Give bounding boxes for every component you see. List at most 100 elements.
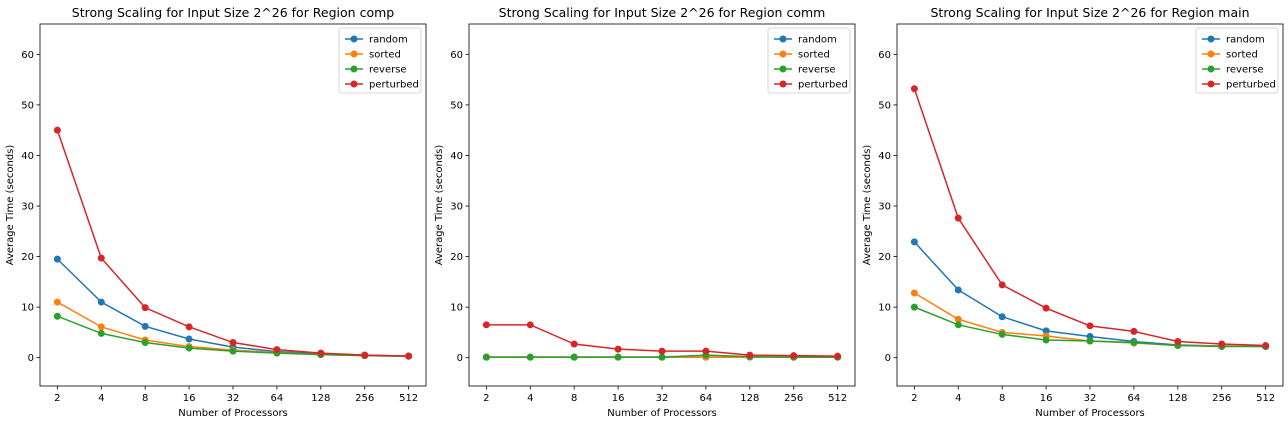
x-tick-label: 256 — [1212, 393, 1231, 404]
data-point-reverse — [614, 353, 622, 361]
legend-marker-perturbed — [779, 80, 787, 88]
y-tick-label: 60 — [21, 50, 34, 61]
legend-marker-reverse — [1207, 65, 1215, 73]
legend-label-sorted: sorted — [369, 50, 401, 61]
legend-label-reverse: reverse — [1226, 65, 1264, 76]
data-point-sorted — [954, 315, 962, 323]
data-point-perturbed — [526, 321, 534, 329]
legend-label-random: random — [798, 35, 837, 46]
data-point-random — [998, 313, 1006, 321]
chart-title: Strong Scaling for Input Size 2^26 for R… — [72, 5, 394, 20]
legend-label-sorted: sorted — [798, 50, 830, 61]
y-axis-label: Average Time (seconds) — [5, 145, 16, 266]
plot-frame — [896, 23, 1284, 387]
data-point-reverse — [97, 329, 105, 337]
data-point-perturbed — [570, 340, 578, 348]
data-point-perturbed — [954, 214, 962, 222]
y-tick-label: 20 — [21, 252, 34, 263]
legend-label-reverse: reverse — [369, 65, 407, 76]
legend-marker-sorted — [779, 50, 787, 58]
data-point-reverse — [482, 353, 490, 361]
data-point-perturbed — [53, 126, 61, 134]
data-point-perturbed — [746, 351, 754, 359]
series-line-random — [913, 241, 1266, 348]
x-tick-label: 128 — [740, 393, 759, 404]
data-point-perturbed — [1130, 327, 1138, 335]
chart-panel-2: Strong Scaling for Input Size 2^26 for R… — [434, 5, 856, 419]
data-point-perturbed — [141, 304, 149, 312]
y-tick-label: 20 — [878, 252, 891, 263]
data-point-reverse — [526, 353, 534, 361]
x-tick-label: 16 — [183, 393, 196, 404]
data-point-perturbed — [361, 351, 369, 359]
x-tick-label: 512 — [828, 393, 847, 404]
data-point-perturbed — [834, 352, 842, 360]
y-tick-label: 0 — [885, 353, 891, 364]
x-tick-label: 4 — [98, 393, 104, 404]
y-tick-label: 30 — [878, 202, 891, 213]
x-tick-label: 128 — [311, 393, 330, 404]
y-tick-label: 40 — [878, 151, 891, 162]
data-point-reverse — [910, 303, 918, 311]
y-tick-label: 10 — [878, 303, 891, 314]
y-tick-label: 50 — [21, 100, 34, 111]
x-tick-label: 8 — [142, 393, 148, 404]
legend-marker-random — [779, 35, 787, 43]
data-point-perturbed — [1042, 304, 1050, 312]
series-line-perturbed — [56, 129, 409, 357]
legend-marker-sorted — [350, 50, 358, 58]
data-point-sorted — [53, 298, 61, 306]
x-tick-label: 16 — [1040, 393, 1053, 404]
y-tick-label: 0 — [28, 353, 34, 364]
x-tick-label: 32 — [1084, 393, 1097, 404]
data-point-reverse — [1130, 339, 1138, 347]
data-point-perturbed — [1174, 338, 1182, 346]
data-point-perturbed — [273, 346, 281, 354]
legend-label-sorted: sorted — [1226, 50, 1258, 61]
data-point-random — [954, 286, 962, 294]
legend-marker-reverse — [779, 65, 787, 73]
x-tick-label: 64 — [1128, 393, 1141, 404]
data-point-random — [910, 238, 918, 246]
legend-marker-random — [350, 35, 358, 43]
chart-panel-1: Strong Scaling for Input Size 2^26 for R… — [5, 5, 427, 419]
x-tick-label: 256 — [784, 393, 803, 404]
y-tick-label: 50 — [450, 100, 463, 111]
legend-box — [1195, 27, 1279, 94]
x-axis-label: Number of Processors — [1035, 408, 1145, 419]
data-point-perturbed — [998, 281, 1006, 289]
data-point-perturbed — [790, 352, 798, 360]
x-tick-label: 256 — [355, 393, 374, 404]
x-axis-label: Number of Processors — [178, 408, 288, 419]
data-point-reverse — [658, 353, 666, 361]
data-point-perturbed — [1086, 322, 1094, 330]
x-tick-label: 2 — [911, 393, 917, 404]
data-point-perturbed — [614, 345, 622, 353]
x-tick-label: 2 — [483, 393, 489, 404]
y-tick-label: 40 — [450, 151, 463, 162]
y-tick-label: 50 — [878, 100, 891, 111]
data-point-perturbed — [482, 321, 490, 329]
x-tick-label: 4 — [527, 393, 533, 404]
x-tick-label: 512 — [1256, 393, 1275, 404]
x-axis-label: Number of Processors — [607, 408, 717, 419]
y-axis-label: Average Time (seconds) — [862, 145, 873, 266]
x-tick-label: 64 — [271, 393, 284, 404]
series-line-perturbed — [913, 88, 1266, 347]
legend-marker-reverse — [350, 65, 358, 73]
legend-label-perturbed: perturbed — [369, 80, 419, 91]
data-point-random — [185, 335, 193, 343]
legend-label-perturbed: perturbed — [798, 80, 848, 91]
x-tick-label: 4 — [955, 393, 961, 404]
x-tick-label: 16 — [612, 393, 625, 404]
legend-marker-perturbed — [1207, 80, 1215, 88]
data-point-perturbed — [658, 347, 666, 355]
y-tick-label: 10 — [450, 303, 463, 314]
x-tick-label: 8 — [999, 393, 1005, 404]
legend-marker-random — [1207, 35, 1215, 43]
y-tick-label: 60 — [450, 50, 463, 61]
data-point-reverse — [229, 347, 237, 355]
data-point-perturbed — [702, 347, 710, 355]
data-point-reverse — [1042, 336, 1050, 344]
